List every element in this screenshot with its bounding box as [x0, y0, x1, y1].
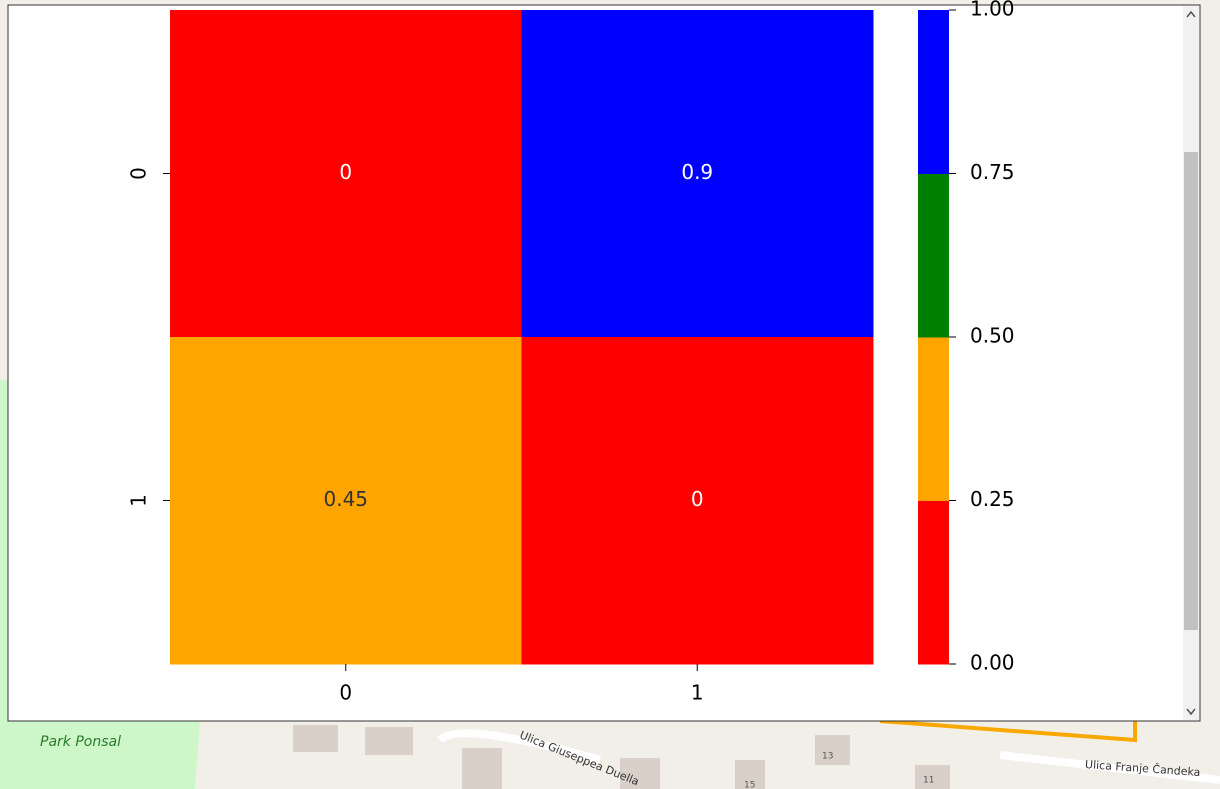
y-tick-label: 0: [127, 167, 151, 180]
park: [0, 720, 200, 789]
heatmap-cell: [170, 10, 522, 338]
building: [365, 727, 413, 755]
park: [0, 380, 8, 720]
map-label: 11: [923, 776, 934, 786]
building: [915, 765, 950, 789]
scrollbar-thumb[interactable]: [1184, 152, 1198, 630]
chart: 0 0.9 0.45 0 0 1 0 1 0.00 0.25 0.50 0.75 1.00: [127, 0, 1015, 705]
x-tick-label: 1: [691, 681, 704, 705]
scroll-down[interactable]: [1186, 708, 1196, 716]
colorbar-tick-label: 0.75: [970, 160, 1015, 184]
building: [462, 748, 502, 789]
colorbar-tick-label: 0.00: [970, 651, 1015, 675]
cell-label: 0.45: [323, 487, 368, 511]
cell-label: 0: [691, 487, 704, 511]
cell-label: 0: [339, 160, 352, 184]
colorbar-tick-label: 0.50: [970, 324, 1015, 348]
road: [879, 719, 1137, 743]
colorbar-segment: [918, 337, 949, 501]
road: [999, 751, 1220, 784]
x-tick-label: 0: [339, 681, 352, 705]
colorbar-tick-label: 0.25: [970, 487, 1015, 511]
building: [293, 725, 338, 752]
building: [735, 760, 765, 789]
colorbar-tick-label: 1.00: [970, 0, 1015, 21]
map-label: 13: [822, 752, 833, 762]
colorbar-segment: [918, 10, 949, 174]
colorbar-segment: [918, 173, 949, 338]
scroll-up[interactable]: [1186, 10, 1196, 18]
map-label: Park Ponsal: [40, 734, 121, 750]
map-label: 15: [744, 781, 755, 789]
cell-label: 0.9: [681, 160, 713, 184]
y-tick-label: 1: [127, 494, 151, 507]
building: [815, 735, 850, 765]
heatmap-cell: [170, 337, 522, 665]
colorbar-segment: [918, 500, 949, 665]
heatmap-cell: [521, 337, 874, 665]
heatmap-cell: [521, 10, 874, 338]
building: [620, 758, 660, 789]
road: [437, 729, 602, 764]
